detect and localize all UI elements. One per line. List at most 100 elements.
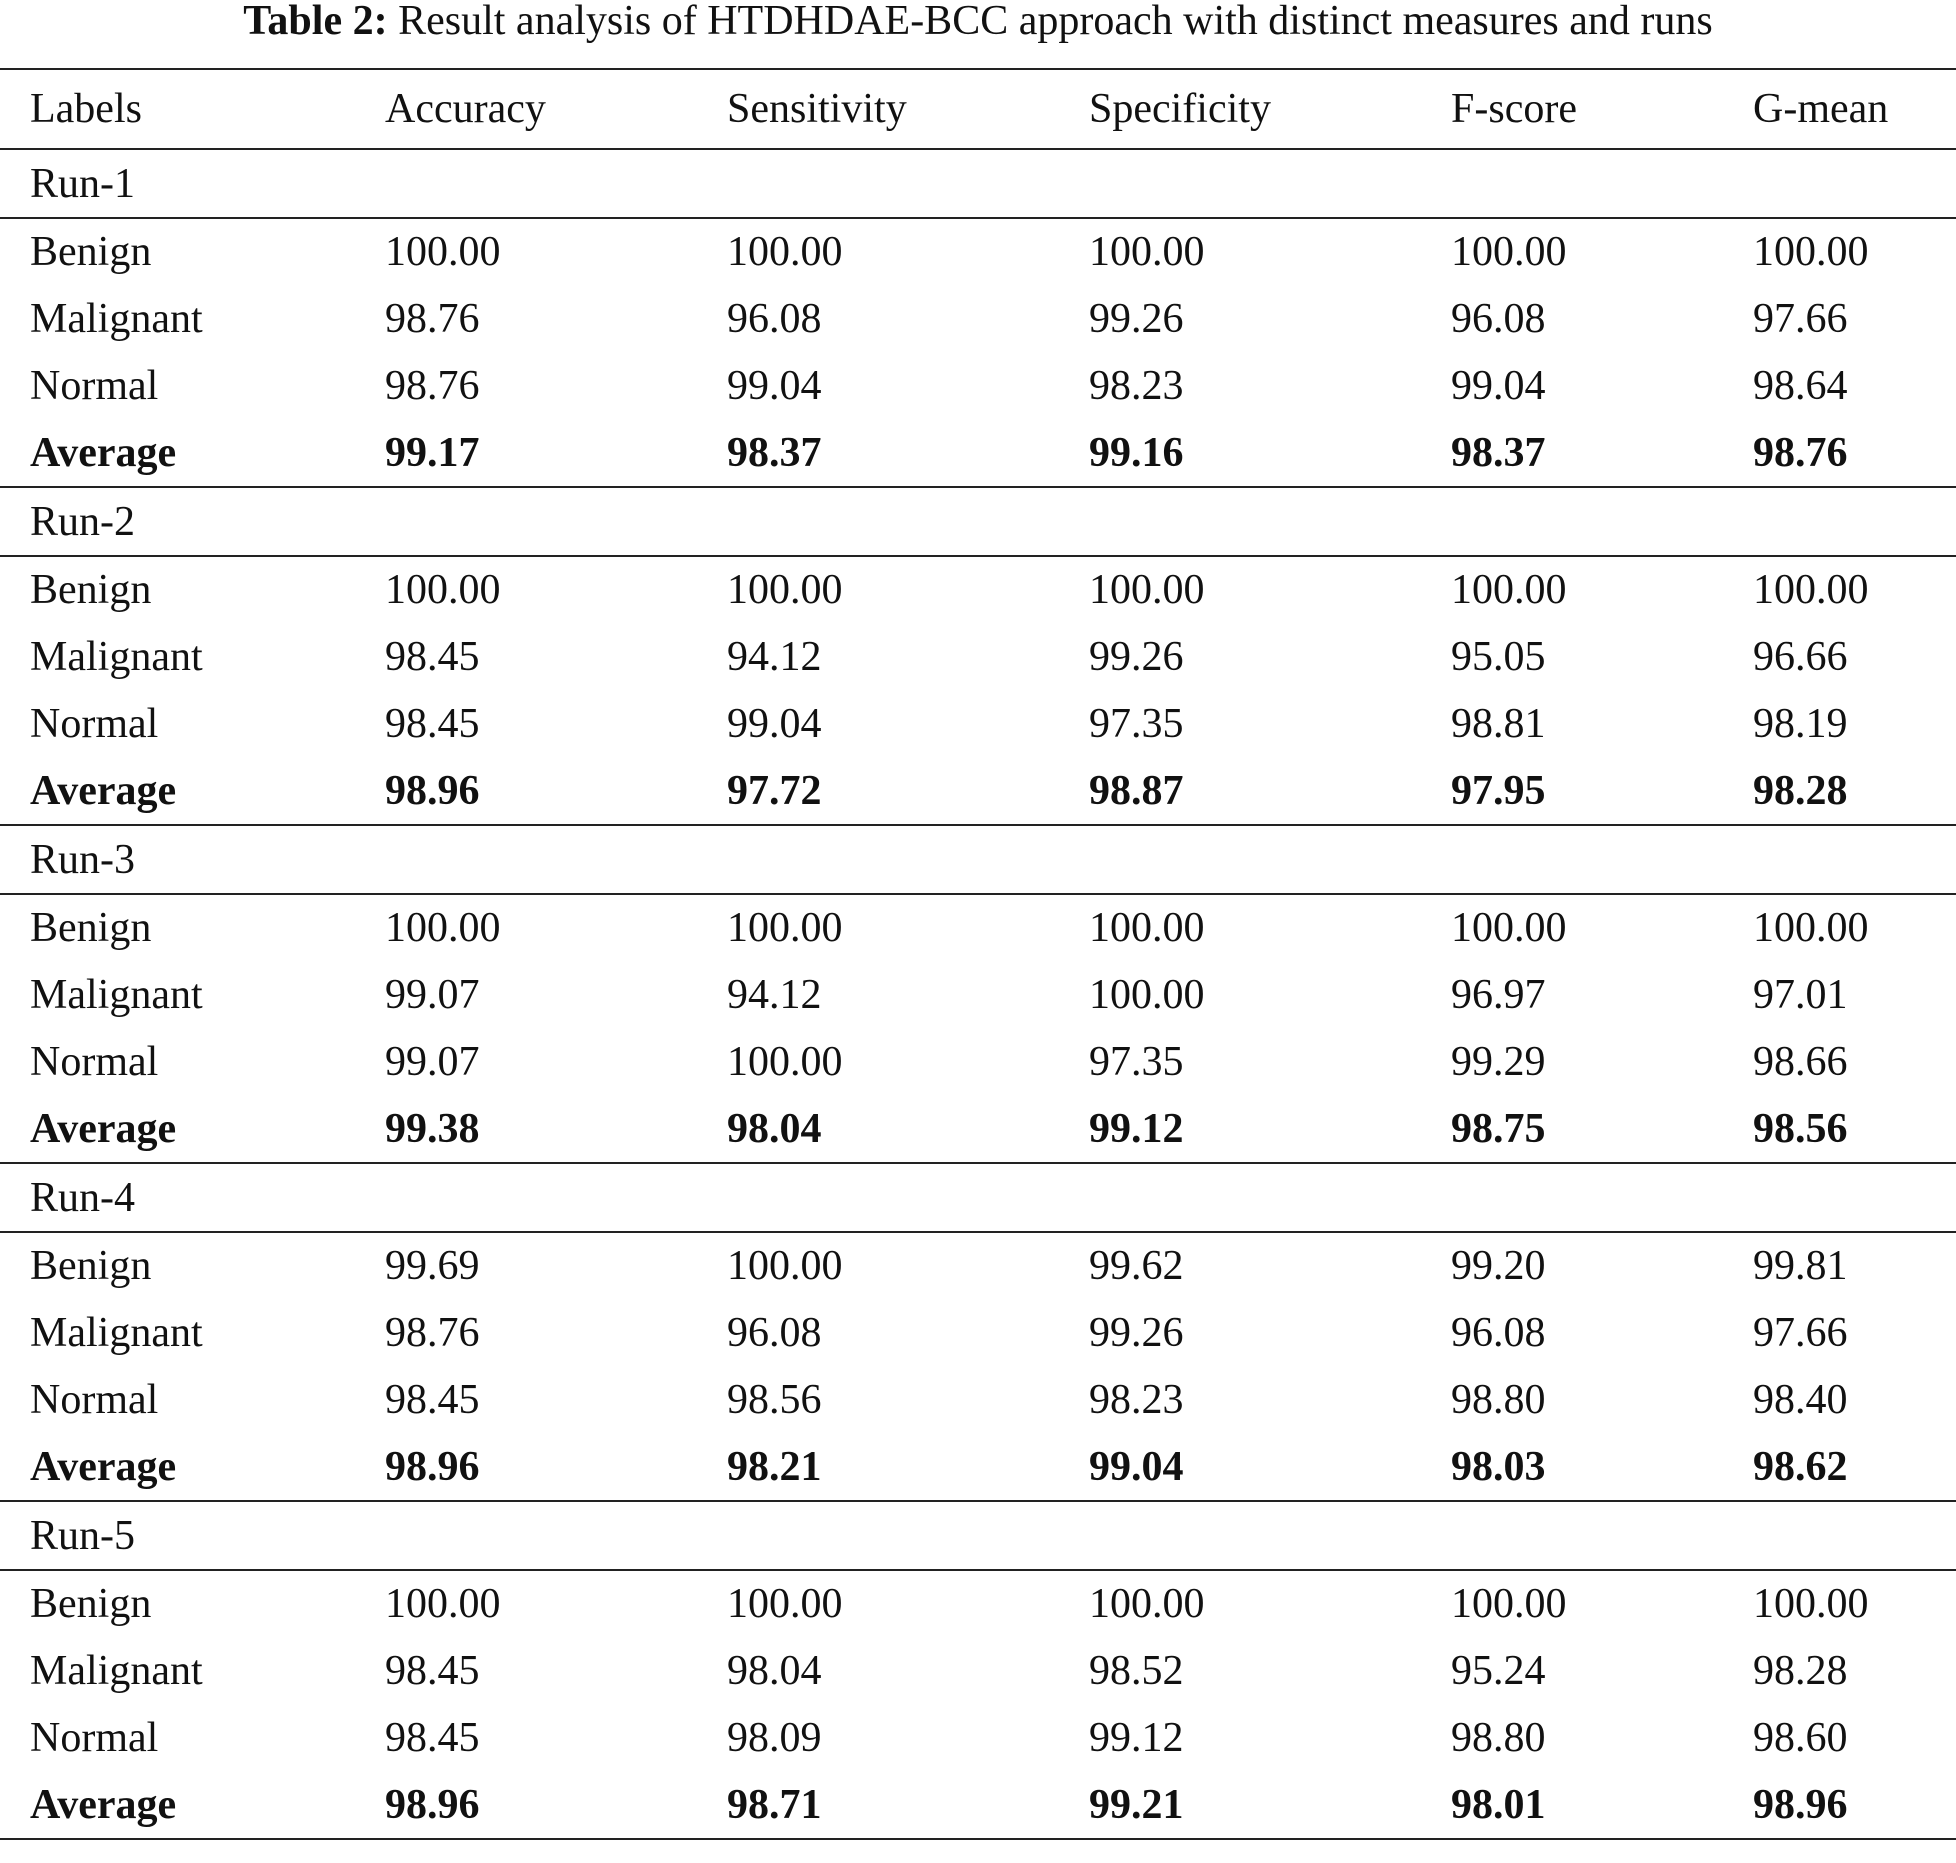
accuracy-cell: 98.96	[385, 1771, 727, 1840]
accuracy-cell: 98.76	[385, 1309, 480, 1356]
f-score-cell: 95.24	[1451, 1647, 1546, 1694]
f-score-cell: 96.08	[1451, 295, 1546, 342]
table-row: Benign 100.00 100.00 100.00 100.00 100.00	[0, 1570, 1956, 1637]
row-label: Average	[0, 1433, 385, 1502]
f-score-cell: 99.29	[1451, 1038, 1546, 1085]
specificity-cell: 99.04	[1089, 1433, 1451, 1502]
row-label: Malignant	[30, 295, 203, 342]
row-label: Benign	[30, 1581, 152, 1627]
g-mean-cell: 100.00	[1753, 1581, 1869, 1627]
specificity-cell: 98.87	[1089, 757, 1451, 826]
run-label: Run-5	[0, 1501, 1956, 1571]
f-score-cell: 98.01	[1451, 1771, 1753, 1840]
table-row: Benign 99.69 100.00 99.62 99.20 99.81	[0, 1232, 1956, 1299]
table-row: Normal 98.45 98.56 98.23 98.80 98.40	[0, 1366, 1956, 1433]
results-table: Labels Accuracy Sensitivity Specificity …	[0, 68, 1956, 1840]
table-row: Benign 100.00 100.00 100.00 100.00 100.00	[0, 218, 1956, 285]
accuracy-cell: 100.00	[385, 229, 501, 275]
g-mean-cell: 99.81	[1753, 1243, 1848, 1289]
g-mean-cell: 98.28	[1753, 757, 1956, 826]
table-row: Normal 98.45 99.04 97.35 98.81 98.19	[0, 690, 1956, 757]
run-header-row: Run-4	[0, 1163, 1956, 1233]
row-label: Benign	[30, 567, 152, 613]
run-label: Run-3	[0, 825, 1956, 895]
row-label: Average	[0, 419, 385, 488]
accuracy-cell: 98.45	[385, 633, 480, 680]
specificity-cell: 100.00	[1089, 567, 1205, 613]
table-row: Normal 98.45 98.09 99.12 98.80 98.60	[0, 1704, 1956, 1771]
specificity-cell: 99.26	[1089, 295, 1184, 342]
sensitivity-cell: 98.04	[727, 1095, 1089, 1164]
sensitivity-cell: 98.09	[727, 1714, 822, 1761]
specificity-cell: 98.52	[1089, 1647, 1184, 1694]
row-label: Normal	[30, 1038, 159, 1085]
sensitivity-cell: 100.00	[727, 229, 843, 275]
row-label: Benign	[30, 229, 152, 275]
row-label: Malignant	[30, 1309, 203, 1356]
average-row: Average 98.96 98.71 99.21 98.01 98.96	[0, 1771, 1956, 1840]
sensitivity-cell: 100.00	[727, 1243, 843, 1289]
specificity-cell: 99.62	[1089, 1243, 1184, 1289]
g-mean-cell: 98.28	[1753, 1647, 1848, 1694]
g-mean-cell: 98.62	[1753, 1433, 1956, 1502]
accuracy-cell: 98.76	[385, 362, 480, 409]
table-row: Malignant 98.45 94.12 99.26 95.05 96.66	[0, 623, 1956, 690]
g-mean-cell: 98.76	[1753, 419, 1956, 488]
sensitivity-cell: 98.21	[727, 1433, 1089, 1502]
sensitivity-cell: 98.37	[727, 419, 1089, 488]
table-row: Normal 99.07 100.00 97.35 99.29 98.66	[0, 1028, 1956, 1095]
accuracy-cell: 100.00	[385, 905, 501, 951]
sensitivity-cell: 99.04	[727, 700, 822, 747]
table-caption-label: Table 2:	[243, 0, 388, 44]
row-label: Average	[0, 757, 385, 826]
row-label: Normal	[30, 1376, 159, 1423]
table-row: Malignant 98.76 96.08 99.26 96.08 97.66	[0, 285, 1956, 352]
g-mean-cell: 98.60	[1753, 1714, 1848, 1761]
specificity-cell: 99.16	[1089, 419, 1451, 488]
f-score-cell: 100.00	[1451, 567, 1567, 613]
g-mean-cell: 100.00	[1753, 567, 1869, 613]
sensitivity-cell: 94.12	[727, 633, 822, 680]
specificity-cell: 100.00	[1089, 1581, 1205, 1627]
f-score-cell: 99.20	[1451, 1243, 1546, 1289]
f-score-cell: 100.00	[1451, 1581, 1567, 1627]
f-score-cell: 100.00	[1451, 229, 1567, 275]
f-score-cell: 98.75	[1451, 1095, 1753, 1164]
specificity-cell: 99.12	[1089, 1714, 1184, 1761]
header-row: Labels Accuracy Sensitivity Specificity …	[0, 68, 1956, 150]
g-mean-cell: 100.00	[1753, 229, 1869, 275]
g-mean-cell: 97.01	[1753, 971, 1848, 1018]
column-header-f-score: F-score	[1451, 68, 1753, 150]
sensitivity-cell: 100.00	[727, 1038, 843, 1085]
accuracy-cell: 98.45	[385, 700, 480, 747]
accuracy-cell: 98.76	[385, 295, 480, 342]
specificity-cell: 99.12	[1089, 1095, 1451, 1164]
accuracy-cell: 100.00	[385, 567, 501, 613]
sensitivity-cell: 100.00	[727, 567, 843, 613]
specificity-cell: 98.23	[1089, 362, 1184, 409]
column-header-g-mean: G-mean	[1753, 68, 1956, 150]
average-row: Average 99.17 98.37 99.16 98.37 98.76	[0, 419, 1956, 488]
run-header-row: Run-2	[0, 487, 1956, 557]
column-header-labels: Labels	[0, 68, 385, 150]
specificity-cell: 97.35	[1089, 700, 1184, 747]
row-label: Normal	[30, 1714, 159, 1761]
g-mean-cell: 98.19	[1753, 700, 1848, 747]
sensitivity-cell: 94.12	[727, 971, 822, 1018]
run-header-row: Run-5	[0, 1501, 1956, 1571]
f-score-cell: 99.04	[1451, 362, 1546, 409]
table-caption-text: Result analysis of HTDHDAE-BCC approach …	[398, 0, 1713, 44]
column-header-accuracy: Accuracy	[385, 68, 727, 150]
sensitivity-cell: 99.04	[727, 362, 822, 409]
f-score-cell: 97.95	[1451, 757, 1753, 826]
table-body: Run-1 Benign 100.00 100.00 100.00 100.00 100.0…	[0, 149, 1956, 1840]
row-label: Malignant	[30, 633, 203, 680]
accuracy-cell: 99.07	[385, 1038, 480, 1085]
average-row: Average 98.96 97.72 98.87 97.95 98.28	[0, 757, 1956, 826]
row-label: Malignant	[30, 1647, 203, 1694]
sensitivity-cell: 98.71	[727, 1771, 1089, 1840]
specificity-cell: 99.26	[1089, 1309, 1184, 1356]
accuracy-cell: 98.96	[385, 1433, 727, 1502]
g-mean-cell: 97.66	[1753, 1309, 1848, 1356]
